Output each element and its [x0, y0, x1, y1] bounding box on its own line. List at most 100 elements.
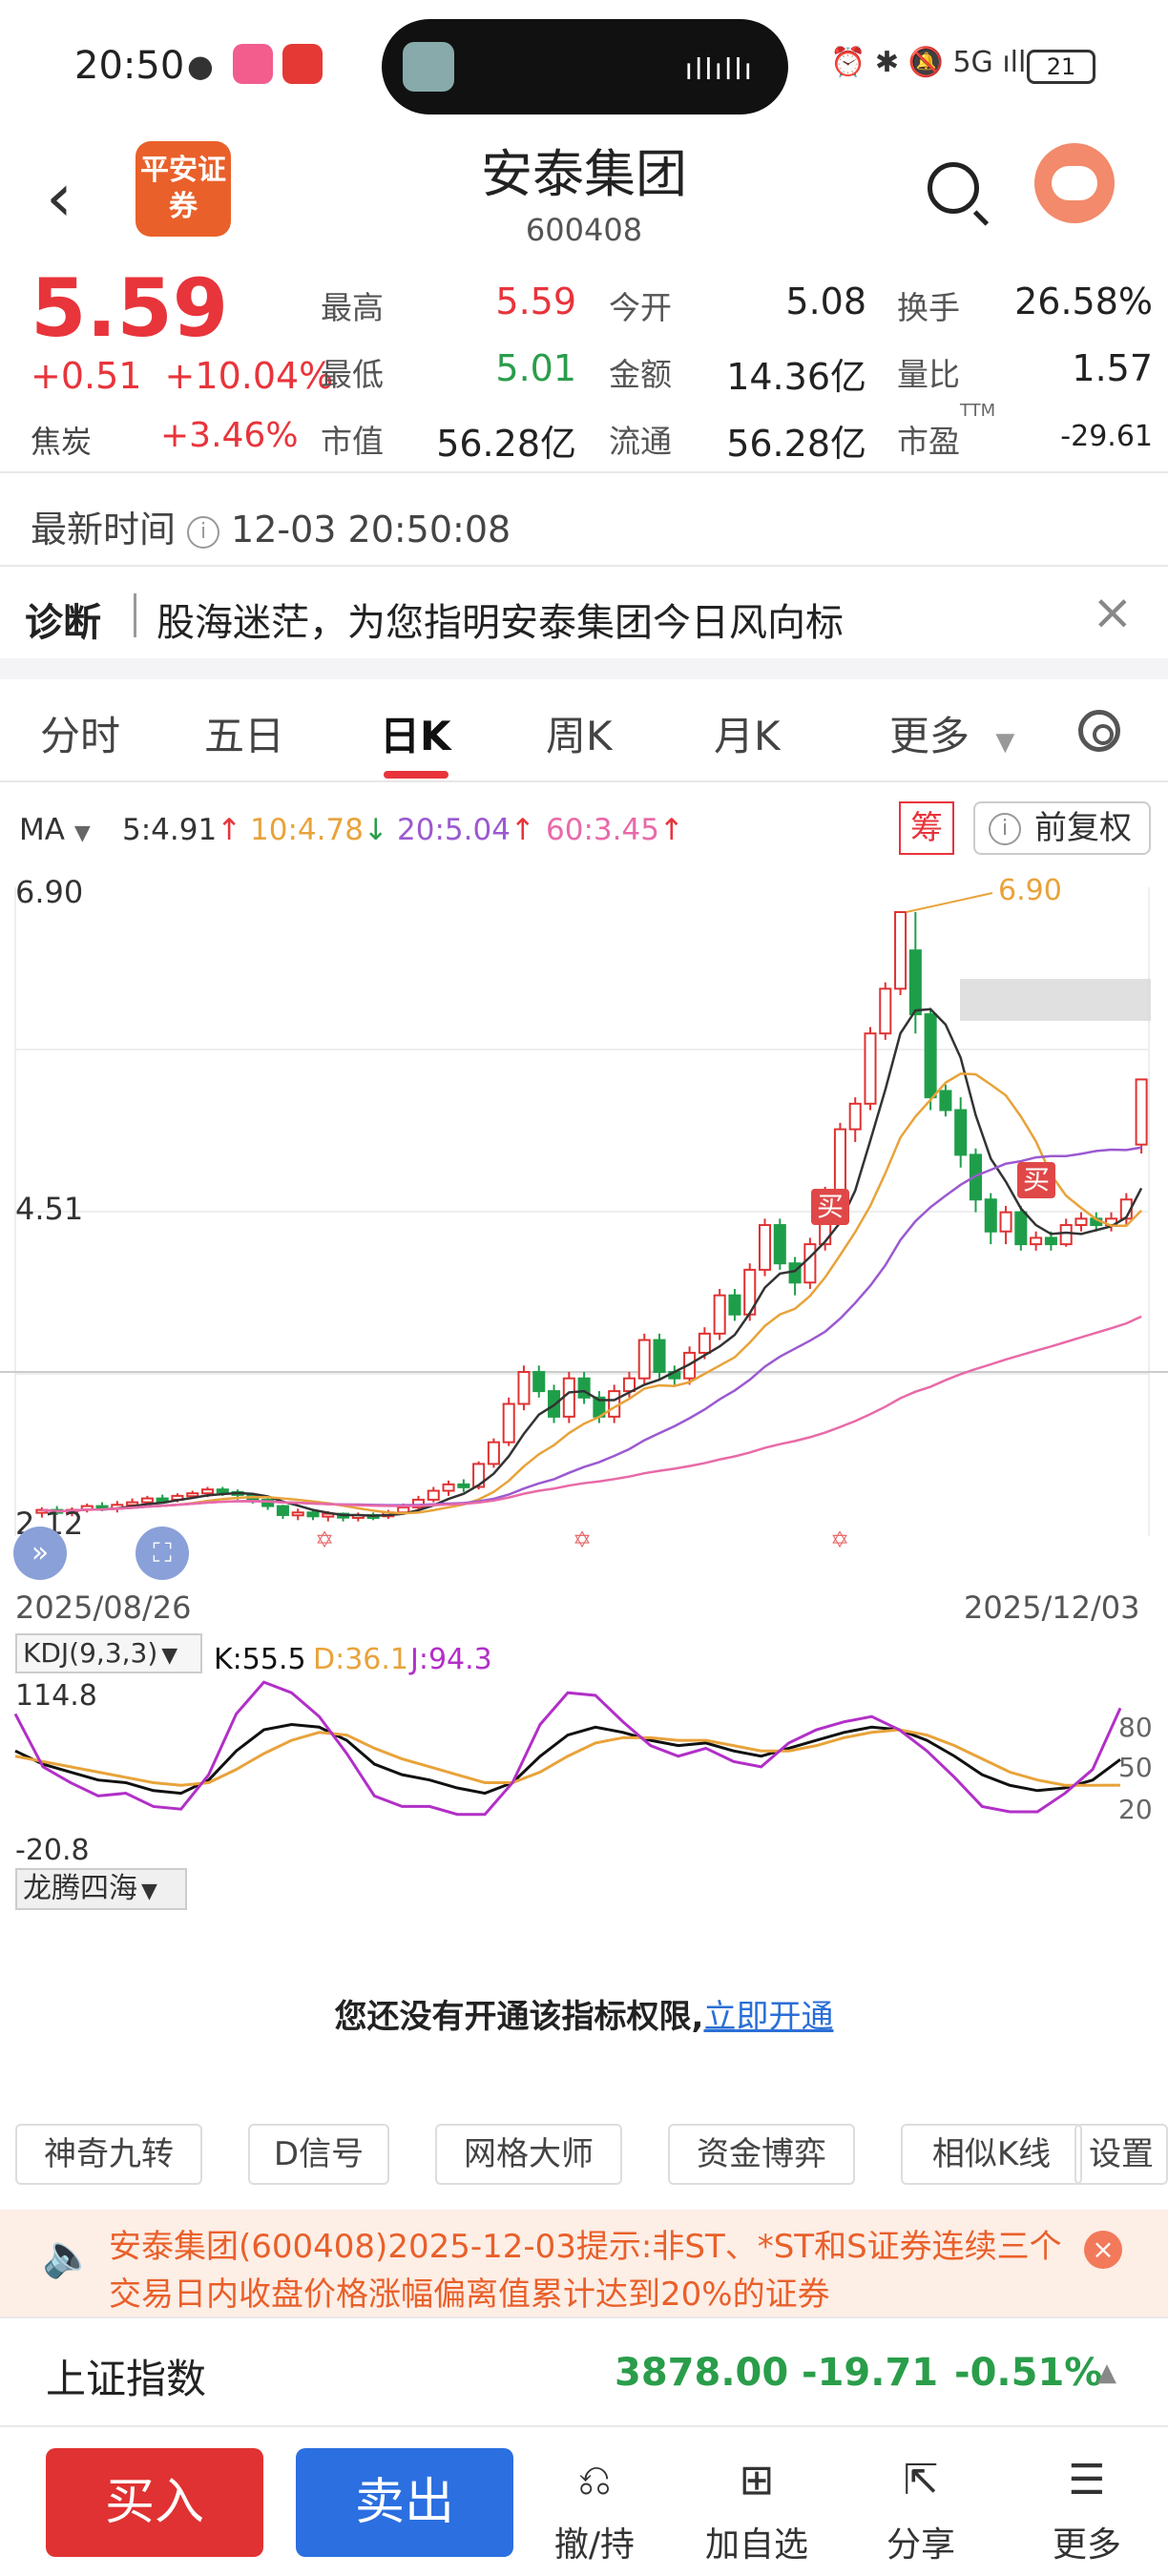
candle-body	[562, 1377, 575, 1418]
kdj-selector[interactable]: KDJ(9,3,3) ▼	[15, 1633, 202, 1673]
x-start-date: 2025/08/26	[15, 1589, 192, 1626]
chip-distribution-button[interactable]: 筹	[899, 801, 954, 855]
kdj-d-value: D:36.1	[313, 1643, 409, 1676]
candle-body	[1059, 1224, 1073, 1246]
info-icon[interactable]: i	[187, 515, 220, 549]
index-change: -19.71	[802, 2351, 939, 2395]
permission-text: 您还没有开通该指标权限,	[334, 1998, 704, 2036]
buy-signal-marker[interactable]: 买	[1017, 1162, 1055, 1198]
nav-withdraw[interactable]: ⎌ 撤/持	[532, 2456, 657, 2566]
active-tab-indicator	[384, 771, 448, 779]
quote-value: 1.57	[1072, 347, 1153, 389]
quote-label: 今开	[609, 289, 672, 326]
tab-zhouk[interactable]: 周K	[546, 713, 613, 759]
kdj-k-value: K:55.5	[214, 1643, 306, 1676]
adjust-price-button[interactable]: i 前复权	[973, 801, 1151, 855]
tool-capital-game[interactable]: 资金博弈	[668, 2124, 855, 2185]
notice-banner[interactable]: 🔈 安泰集团(600408)2025-12-03提示:非ST、*ST和S证券连续…	[0, 2210, 1168, 2316]
battery-icon: 21	[1027, 50, 1095, 84]
index-name[interactable]: 上证指数	[46, 2356, 207, 2402]
quote-label: 市盈	[897, 423, 960, 460]
nav-add-favorite[interactable]: ⊞ 加自选	[695, 2456, 819, 2566]
candle-body	[637, 1339, 651, 1380]
close-icon[interactable]: ×	[1084, 2231, 1122, 2269]
assistant-avatar[interactable]	[1034, 143, 1115, 223]
share-icon: ⇱	[903, 2456, 939, 2504]
bilibili-icon	[233, 44, 273, 84]
tab-rik[interactable]: 日K	[380, 713, 451, 759]
tab-fenshi[interactable]: 分时	[40, 713, 121, 759]
quote-value: -29.61	[1060, 420, 1153, 453]
search-icon[interactable]	[928, 162, 979, 214]
candle-body	[728, 1294, 741, 1316]
candle-body	[879, 987, 892, 1035]
chevron-up-icon[interactable]: ▲	[1097, 2358, 1116, 2387]
status-bar: 20:50 ● ıllıllı ⏰ ✱ 🔕 5G ıll 21	[0, 0, 1168, 134]
fullscreen-icon[interactable]: ⛶	[136, 1527, 189, 1580]
divider	[0, 2316, 1168, 2318]
indicator-selector[interactable]: 龙腾四海 ▼	[15, 1868, 187, 1910]
tab-yuek[interactable]: 月K	[714, 713, 781, 759]
candle-body	[306, 1511, 320, 1518]
ma-5: 5:4.91↑	[122, 813, 241, 847]
candle-body	[517, 1371, 531, 1405]
candle-body	[502, 1402, 515, 1444]
divider	[0, 780, 1168, 782]
quote-label: 市值	[321, 423, 384, 460]
ma-selector[interactable]: MA ▼	[19, 813, 91, 847]
candle-body	[954, 1109, 968, 1156]
sector-name[interactable]: 焦炭	[31, 424, 93, 460]
candle-body	[773, 1224, 786, 1265]
quote-value: 5.59	[495, 280, 576, 322]
candle-body	[487, 1441, 500, 1465]
buy-signal-marker[interactable]: 买	[811, 1189, 849, 1225]
divider	[0, 471, 1168, 473]
nav-share[interactable]: ⇱ 分享	[859, 2456, 983, 2566]
event-marker-icon: ✡	[573, 1527, 592, 1553]
kdj-y-min: -20.8	[15, 1834, 90, 1867]
ma-60-value: 60:3.45	[546, 813, 659, 847]
tool-d-signal[interactable]: D信号	[248, 2124, 389, 2185]
back-button[interactable]: ‹	[46, 158, 73, 237]
tab-more[interactable]: 更多 ▼	[889, 704, 1014, 762]
dynamic-island[interactable]: ıllıllı	[382, 19, 788, 114]
y-tick-label: 6.90	[15, 874, 84, 910]
ma-5-line	[41, 1008, 1143, 1518]
nav-more[interactable]: ☰ 更多	[1025, 2456, 1149, 2566]
price-zone	[960, 979, 1151, 1021]
diagnosis-banner[interactable]: 股海迷茫，为您指明安泰集团今日风向标	[156, 601, 844, 645]
candle-body	[939, 1090, 952, 1111]
open-permission-link[interactable]: 立即开通	[703, 1998, 834, 2036]
latest-time-label: 最新时间	[31, 509, 177, 551]
tab-wuri[interactable]: 五日	[204, 713, 285, 759]
tool-settings[interactable]: 设置	[1074, 2124, 1168, 2185]
quote-value: 56.28亿	[726, 423, 866, 465]
arrow-up-icon: ↑	[217, 813, 242, 847]
media-thumbnail	[403, 42, 454, 92]
kdj-right-tick: 80	[1118, 1712, 1153, 1743]
tool-shenqi-jiuzhuan[interactable]: 神奇九转	[15, 2124, 202, 2185]
buy-button[interactable]: 买入	[46, 2448, 263, 2557]
arrow-up-icon: ↑	[658, 813, 684, 847]
nav-label: 分享	[886, 2525, 955, 2565]
max-price-connector	[906, 892, 993, 913]
section-gap	[0, 658, 1168, 679]
close-icon[interactable]: ×	[1092, 584, 1134, 641]
diagnosis-label: 诊断	[25, 601, 101, 645]
gear-icon[interactable]	[1078, 710, 1120, 752]
candle-body	[908, 949, 922, 1016]
quote-value: 5.01	[495, 347, 576, 389]
expand-chart-icon[interactable]: »	[13, 1527, 67, 1580]
sell-button[interactable]: 卖出	[296, 2448, 513, 2557]
ma-60: 60:3.45↑	[546, 813, 684, 847]
tool-similar-kline[interactable]: 相似K线	[901, 2124, 1082, 2185]
candlestick-chart[interactable]: ✡ ✡ ✡	[0, 868, 1168, 1574]
notice-text: 安泰集团(600408)2025-12-03提示:非ST、*ST和S证券连续三个…	[109, 2228, 1062, 2314]
candle-body	[848, 1102, 862, 1131]
candle-body	[713, 1294, 726, 1335]
price-change: +0.51 +10.04%	[31, 355, 333, 397]
x-end-date: 2025/12/03	[964, 1589, 1140, 1626]
nav-label: 加自选	[704, 2525, 808, 2565]
kdj-j-value: J:94.3	[410, 1643, 492, 1676]
tool-grid-master[interactable]: 网格大师	[435, 2124, 622, 2185]
